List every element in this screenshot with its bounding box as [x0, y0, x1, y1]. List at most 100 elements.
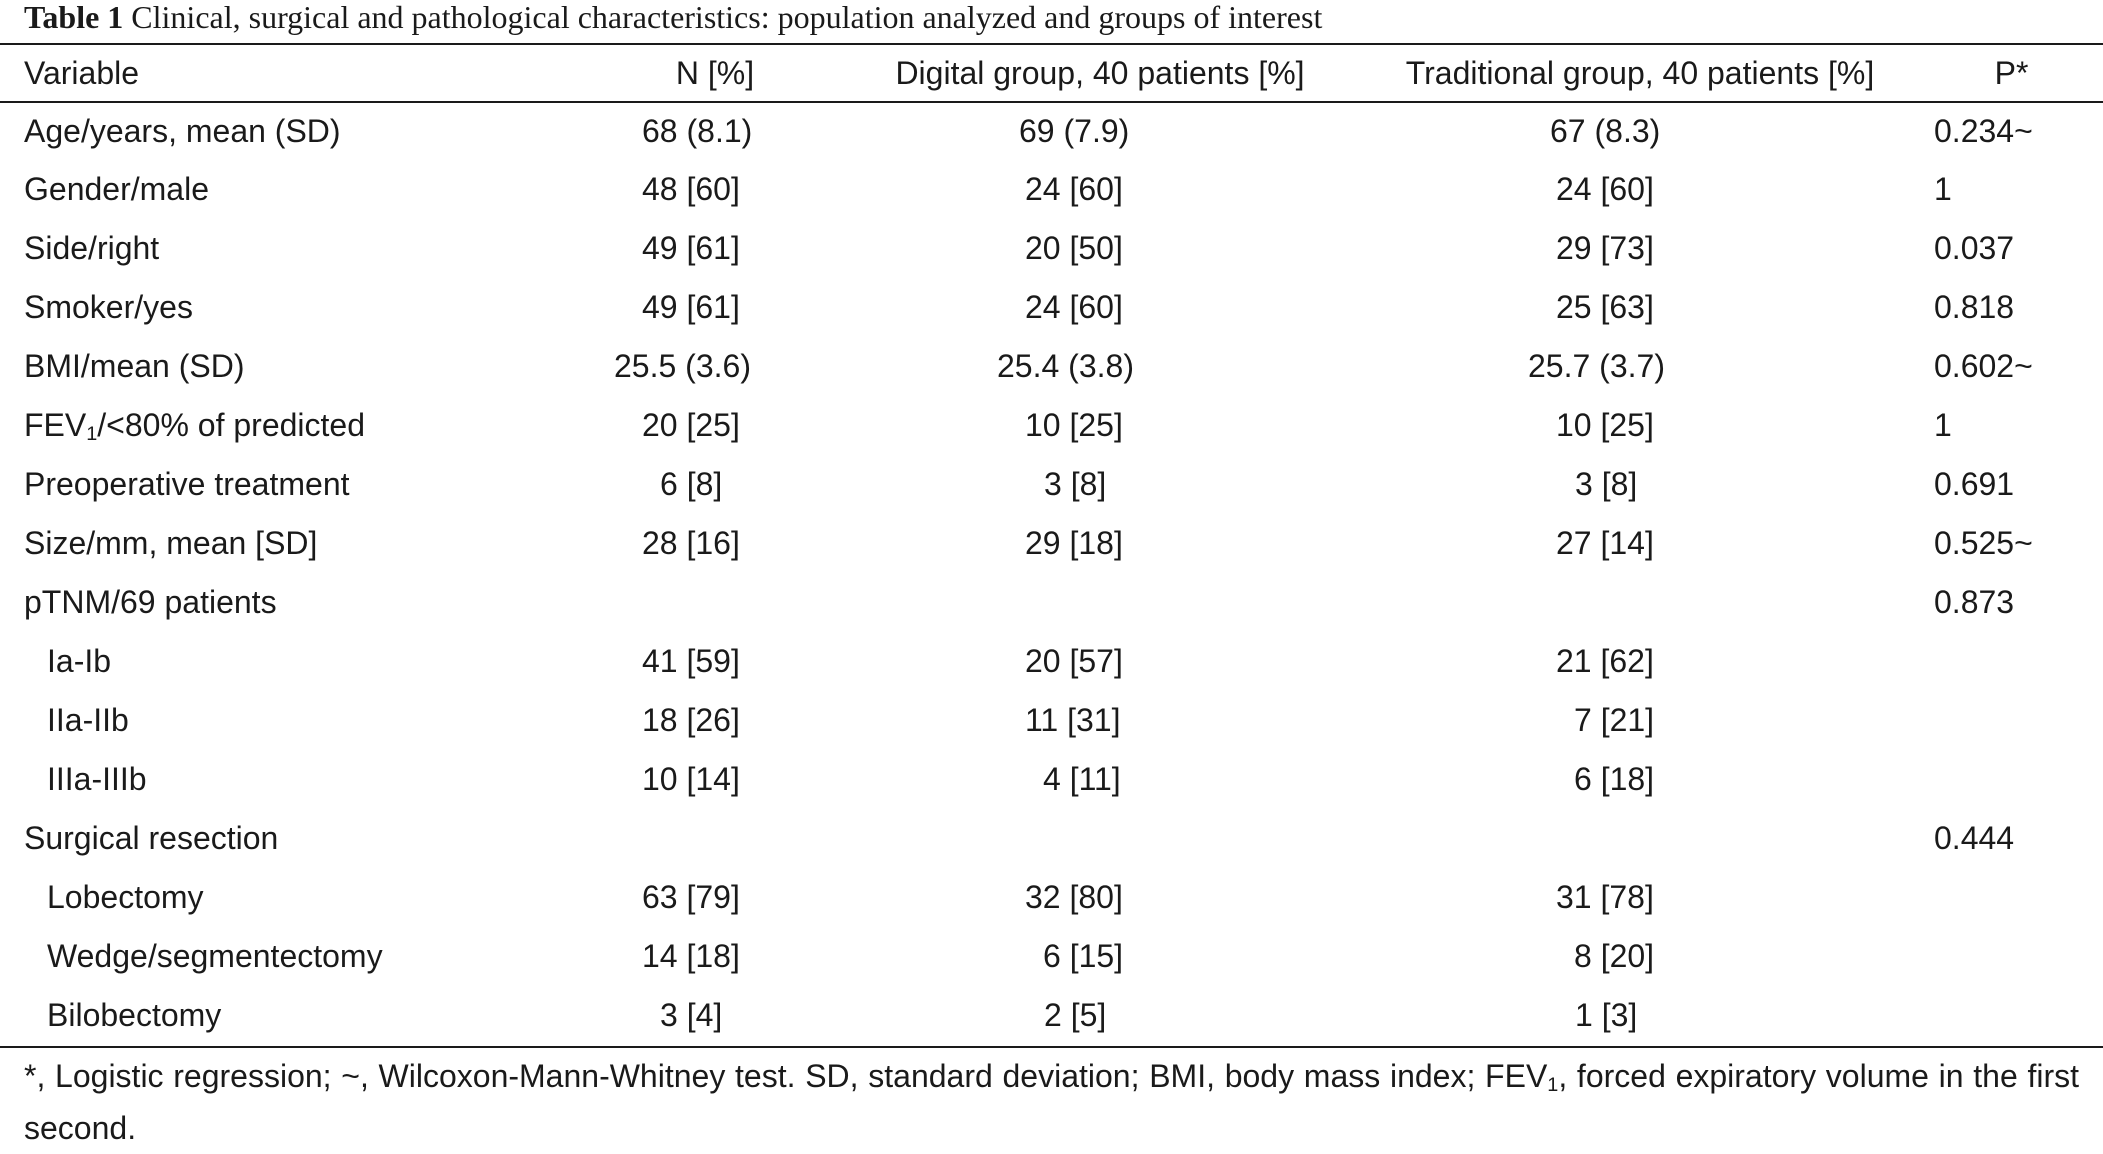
cell-traditional: 3 [8]	[1575, 466, 1638, 502]
header-rule	[0, 101, 2103, 103]
cell-n: 68 (8.1)	[642, 112, 753, 149]
table-row: Bilobectomy 3 [4] 2 [5] 1 [3]	[0, 986, 2103, 1045]
table-row: Preoperative treatment 6 [8] 3 [8] 3 [8]…	[0, 455, 2103, 514]
cell-variable: IIa-IIb	[47, 702, 129, 738]
cell-p: 0.602~	[1934, 348, 2033, 384]
cell-n: 20 [25]	[642, 407, 740, 443]
cell-p	[1920, 691, 2103, 750]
table-footnote: *, Logistic regression; ~, Wilcoxon-Mann…	[24, 1050, 2079, 1154]
table-row: Lobectomy 63 [79] 32 [80] 31 [78]	[0, 868, 2103, 927]
table-row: Size/mm, mean [SD] 28 [16] 29 [18] 27 [1…	[0, 514, 2103, 573]
top-rule	[0, 43, 2103, 45]
cell-traditional: 6 [18]	[1574, 761, 1655, 797]
cell-p: 0.691	[1934, 466, 2015, 502]
cell-variable: Side/right	[24, 230, 160, 266]
cell-traditional: 67 (8.3)	[1550, 112, 1661, 149]
cell-digital: 69 (7.9)	[1019, 112, 1130, 149]
cell-n: 6 [8]	[660, 466, 723, 502]
cell-p: 1	[1934, 171, 1952, 207]
cell-digital	[840, 809, 1360, 868]
footnote-text: *, Logistic regression; ~, Wilcoxon-Mann…	[24, 1058, 1548, 1094]
cell-p: 0.818	[1934, 289, 2015, 325]
cell-variable: Preoperative treatment	[24, 466, 350, 502]
fev-label-text: FEV	[24, 407, 87, 443]
cell-digital: 32 [80]	[1025, 879, 1123, 915]
cell-digital: 20 [50]	[1025, 230, 1123, 266]
footnote-subscript: 1	[1547, 1074, 1559, 1096]
table-row: Age/years, mean (SD) 68 (8.1) 69 (7.9) 6…	[0, 102, 2103, 160]
cell-traditional: 25 [63]	[1556, 289, 1654, 325]
cell-variable: Gender/male	[24, 171, 209, 207]
cell-traditional: 31 [78]	[1556, 879, 1654, 915]
cell-traditional	[1360, 573, 1920, 632]
cell-digital: 2 [5]	[1044, 997, 1107, 1033]
cell-n: 18 [26]	[642, 702, 740, 738]
cell-variable: Size/mm, mean [SD]	[24, 525, 318, 561]
cell-n: 63 [79]	[642, 879, 740, 915]
table-row: Ia-Ib 41 [59] 20 [57] 21 [62]	[0, 632, 2103, 691]
table-caption-label: Table 1	[24, 0, 124, 35]
cell-traditional: 7 [21]	[1574, 702, 1655, 738]
cell-n	[590, 573, 840, 632]
fev-subscript: 1	[86, 423, 98, 445]
cell-p: 0.525~	[1934, 525, 2033, 561]
footnote-text-end: , forced expiratory volume in the first …	[24, 1058, 2080, 1146]
cell-n: 41 [59]	[642, 643, 740, 679]
cell-digital: 4 [11]	[1043, 761, 1121, 797]
cell-n: 49 [61]	[642, 289, 740, 325]
cell-p	[1920, 868, 2103, 927]
cell-p: 0.444	[1934, 820, 2015, 856]
bottom-rule	[0, 1046, 2103, 1048]
cell-variable: IIIa-IIIb	[47, 761, 147, 797]
cell-p: 0.234~	[1934, 112, 2033, 149]
table-row: Gender/male 48 [60] 24 [60] 24 [60] 1	[0, 160, 2103, 219]
cell-n: 3 [4]	[660, 997, 723, 1033]
table-row: Side/right 49 [61] 20 [50] 29 [73] 0.037	[0, 219, 2103, 278]
table-row: BMI/mean (SD) 25.5 (3.6) 25.4 (3.8) 25.7…	[0, 337, 2103, 396]
cell-n: 14 [18]	[642, 938, 740, 974]
cell-variable: Wedge/segmentectomy	[47, 938, 383, 974]
cell-traditional: 1 [3]	[1575, 997, 1638, 1033]
cell-traditional: 29 [73]	[1556, 230, 1654, 266]
cell-traditional: 25.7 (3.7)	[1528, 348, 1665, 384]
cell-digital: 20 [57]	[1025, 643, 1123, 679]
cell-variable: Smoker/yes	[24, 289, 193, 325]
cell-traditional	[1360, 809, 1920, 868]
cell-n: 28 [16]	[642, 525, 740, 561]
table-row: Smoker/yes 49 [61] 24 [60] 25 [63] 0.818	[0, 278, 2103, 337]
cell-n	[590, 809, 840, 868]
cell-digital	[840, 573, 1360, 632]
characteristics-table: Variable N [%] Digital group, 40 patient…	[0, 45, 2103, 1045]
cell-variable: FEV1/<80% of predicted	[0, 396, 590, 455]
column-header-variable: Variable	[24, 55, 140, 91]
fev-label-suffix: /<80% of predicted	[97, 407, 365, 443]
cell-p: 1	[1934, 407, 1952, 443]
cell-digital: 3 [8]	[1044, 466, 1107, 502]
table-row: Surgical resection 0.444	[0, 809, 2103, 868]
cell-variable: Surgical resection	[24, 820, 279, 856]
cell-n: 49 [61]	[642, 230, 740, 266]
table-row: IIIa-IIIb 10 [14] 4 [11] 6 [18]	[0, 750, 2103, 809]
cell-traditional: 10 [25]	[1556, 407, 1654, 443]
cell-traditional: 21 [62]	[1556, 643, 1654, 679]
column-header-n: N [%]	[675, 55, 755, 91]
column-header-p: P*	[1994, 55, 2029, 91]
table-row: Wedge/segmentectomy 14 [18] 6 [15] 8 [20…	[0, 927, 2103, 986]
cell-digital: 24 [60]	[1025, 289, 1123, 325]
cell-traditional: 8 [20]	[1574, 938, 1655, 974]
table-row: IIa-IIb 18 [26] 11 [31] 7 [21]	[0, 691, 2103, 750]
cell-digital: 11 [31]	[1025, 702, 1121, 738]
cell-digital: 29 [18]	[1025, 525, 1123, 561]
table-caption: Table 1 Clinical, surgical and pathologi…	[24, 0, 1322, 42]
cell-digital: 24 [60]	[1025, 171, 1123, 207]
cell-n: 10 [14]	[642, 761, 740, 797]
cell-variable: pTNM/69 patients	[24, 584, 277, 620]
cell-p	[1920, 632, 2103, 691]
cell-variable: Age/years, mean (SD)	[24, 112, 341, 149]
cell-p	[1920, 750, 2103, 809]
cell-n: 25.5 (3.6)	[614, 348, 751, 384]
column-header-traditional: Traditional group, 40 patients [%]	[1405, 55, 1875, 91]
cell-digital: 10 [25]	[1025, 407, 1123, 443]
column-header-digital: Digital group, 40 patients [%]	[895, 55, 1305, 91]
